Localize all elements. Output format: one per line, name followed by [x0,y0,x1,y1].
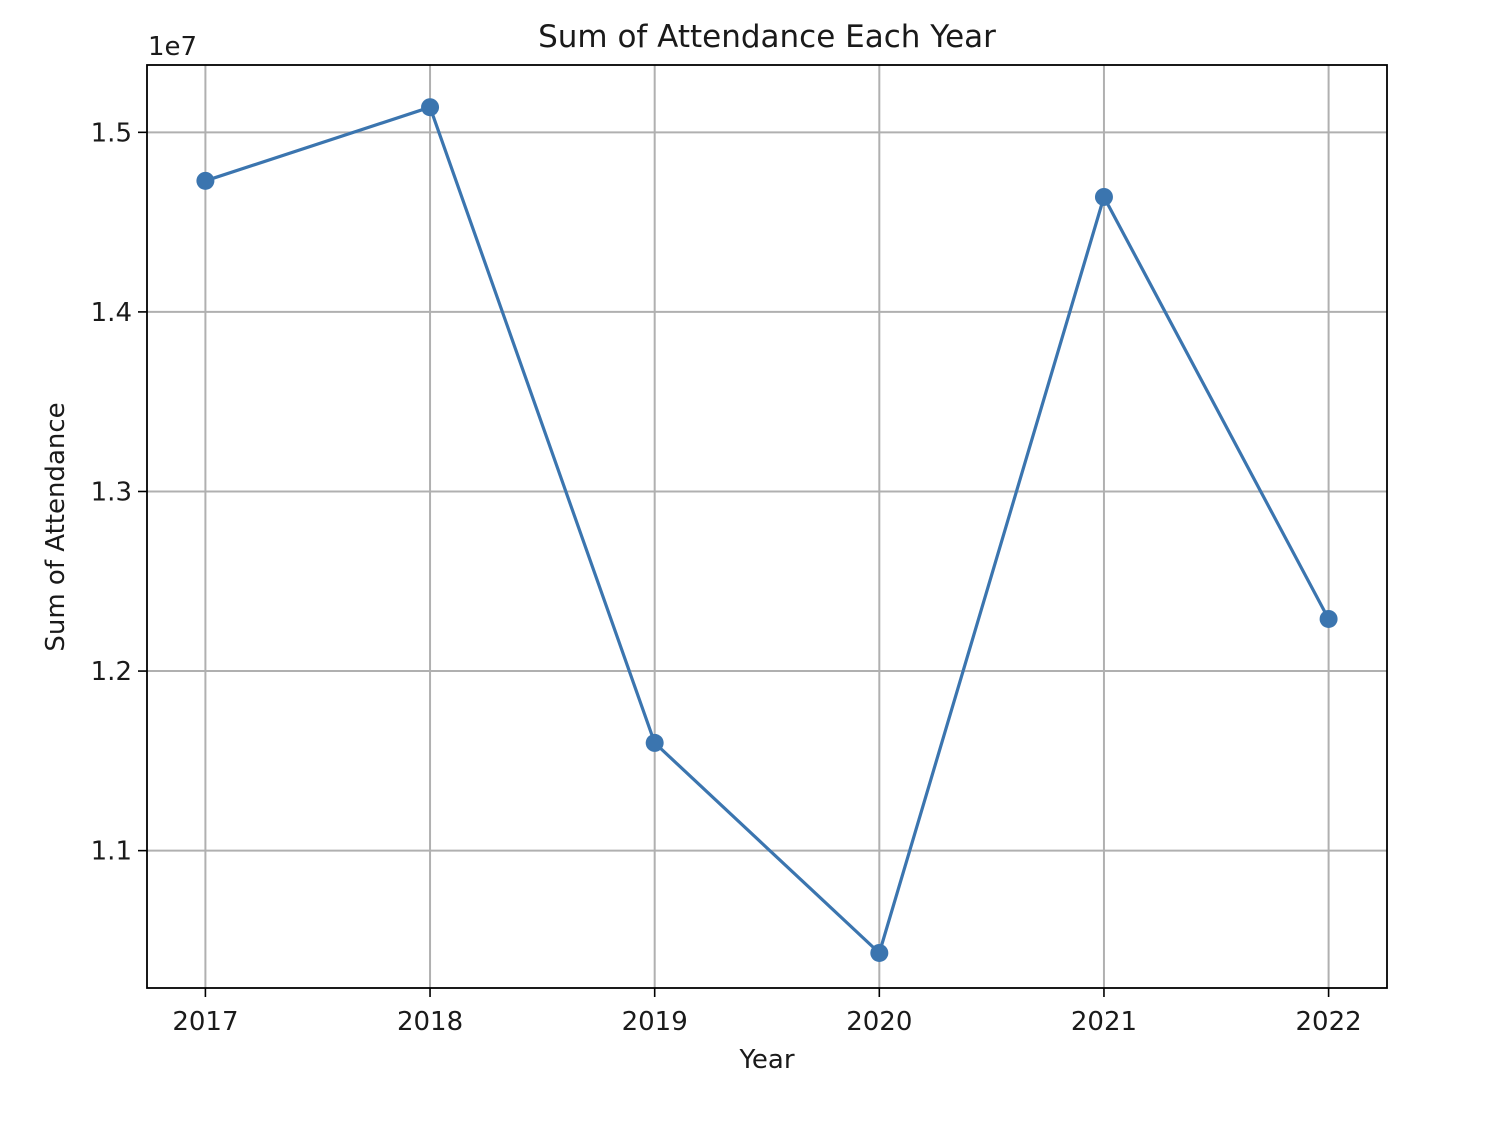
data-point-2019 [645,733,664,752]
x-tick-label: 2017 [172,1007,238,1037]
data-point-2022 [1319,609,1338,628]
x-tick-label: 2020 [846,1007,912,1037]
x-tick-label: 2022 [1296,1007,1362,1037]
axis-ticks: 2017 2018 2019 2020 2021 2022 1.1 1.2 1.3 1.4 1.5 [91,118,1362,1037]
data-point-2017 [196,171,215,190]
y-offset-label: 1e7 [148,32,197,62]
x-tick-label: 2018 [397,1007,463,1037]
series-line [204,105,1331,955]
y-tick-label: 1.2 [91,657,132,687]
y-tick-label: 1.5 [91,118,132,148]
data-point-2018 [421,98,440,117]
x-tick-label: 2019 [622,1007,688,1037]
chart-title: Sum of Attendance Each Year [538,19,996,55]
data-point-2020 [870,943,889,962]
y-tick-label: 1.4 [91,298,132,328]
y-tick-label: 1.1 [91,837,132,867]
y-axis-label: Sum of Attendance [41,402,71,651]
plot-area-frame [146,64,1388,989]
x-tick-label: 2021 [1071,1007,1137,1037]
data-point-2021 [1094,187,1113,206]
x-axis-label: Year [738,1045,794,1075]
y-tick-label: 1.3 [91,477,132,507]
series-layer [196,98,1338,962]
